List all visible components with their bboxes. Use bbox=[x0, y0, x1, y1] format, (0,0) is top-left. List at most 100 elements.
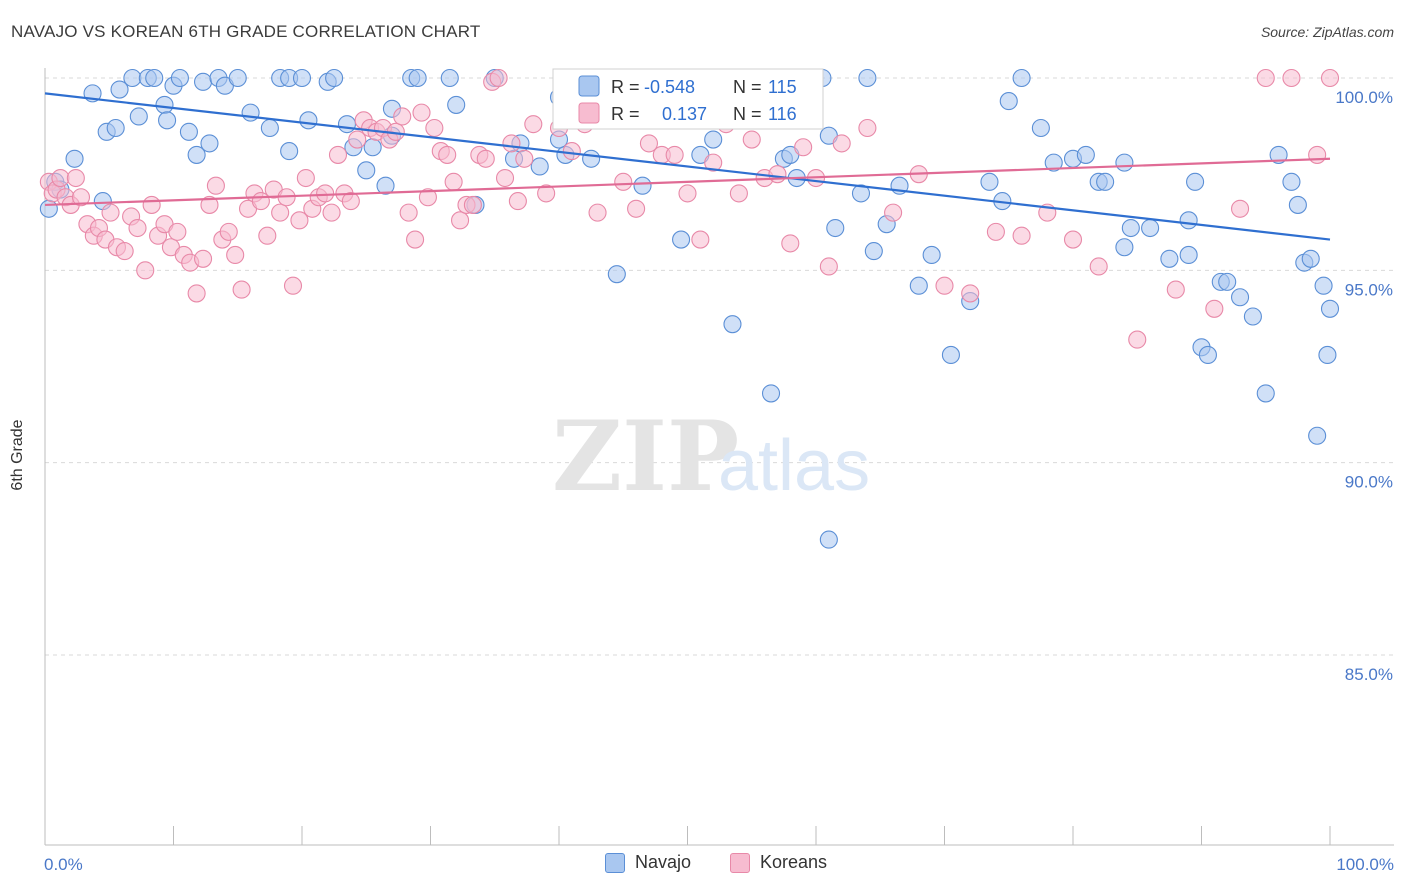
korean-point bbox=[665, 145, 684, 164]
zipatlas-watermark: ZIP atlas bbox=[552, 400, 870, 513]
navajo-point bbox=[1243, 307, 1262, 326]
korean-point bbox=[136, 261, 155, 280]
korean-point bbox=[328, 145, 348, 164]
korean-point bbox=[232, 280, 251, 299]
navajo-point bbox=[1218, 272, 1237, 291]
navajo-point bbox=[672, 230, 691, 249]
navajo-point bbox=[170, 68, 189, 88]
navajo-point bbox=[723, 315, 742, 334]
korean-point bbox=[200, 195, 219, 214]
korean-point bbox=[1128, 330, 1147, 349]
korean-point bbox=[1231, 199, 1250, 218]
korean-point bbox=[614, 172, 633, 191]
y-tick-label-85: 85.0% bbox=[1345, 665, 1393, 684]
korean-point bbox=[1012, 226, 1031, 245]
korean-point bbox=[226, 245, 245, 264]
navajo-point bbox=[1320, 299, 1340, 318]
korean-point bbox=[296, 168, 315, 188]
korean-point bbox=[508, 192, 527, 211]
navajo-r-value: -0.548 bbox=[644, 77, 695, 97]
korean-point bbox=[961, 284, 980, 303]
korean-trend-line bbox=[44, 157, 1331, 207]
korean-point bbox=[588, 203, 607, 222]
navajo-point bbox=[1179, 211, 1198, 230]
korean-point bbox=[51, 168, 70, 188]
legend-item-koreans[interactable]: Koreans bbox=[730, 852, 827, 873]
navajo-point bbox=[633, 176, 652, 195]
korean-point bbox=[794, 138, 813, 157]
korean-point bbox=[524, 115, 543, 134]
x-tick-label-min: 0.0% bbox=[44, 855, 83, 874]
korean-point bbox=[1089, 257, 1108, 276]
trend-lines bbox=[44, 92, 1331, 241]
korean-point bbox=[832, 134, 851, 153]
korean-point bbox=[206, 176, 225, 195]
navajo-point bbox=[155, 95, 174, 114]
legend-item-navajo[interactable]: Navajo bbox=[605, 852, 691, 873]
korean-r-label: R = bbox=[611, 104, 640, 124]
navajo-point bbox=[1318, 345, 1337, 365]
korean-point bbox=[678, 184, 697, 203]
navajo-point bbox=[1141, 218, 1160, 238]
navajo-point bbox=[1198, 345, 1217, 365]
korean-point bbox=[639, 134, 659, 153]
navajo-point bbox=[447, 95, 466, 114]
navajo-point bbox=[826, 218, 845, 238]
korean-point bbox=[858, 118, 877, 138]
navajo-n-value: 115 bbox=[768, 77, 797, 97]
navajo-point bbox=[1044, 153, 1063, 172]
navajo-point bbox=[980, 172, 999, 191]
korean-point bbox=[290, 211, 309, 230]
korean-point bbox=[742, 130, 761, 149]
korean-point bbox=[142, 195, 161, 214]
korean-point bbox=[1308, 145, 1327, 164]
koreans-swatch bbox=[730, 852, 750, 873]
navajo-point bbox=[922, 245, 941, 264]
korean-point bbox=[341, 192, 360, 211]
navajo-point bbox=[1269, 145, 1288, 164]
korean-point bbox=[768, 165, 787, 184]
navajo-point bbox=[179, 122, 198, 141]
y-tick-label-100: 100.0% bbox=[1335, 88, 1393, 107]
navajo-point bbox=[704, 130, 723, 149]
navajo-point bbox=[65, 149, 84, 168]
korean-point bbox=[425, 118, 444, 138]
navajo-point bbox=[1160, 249, 1179, 268]
korean-point bbox=[986, 222, 1005, 241]
korean-point bbox=[451, 211, 470, 230]
korean-point bbox=[128, 218, 147, 238]
navajo-point bbox=[106, 118, 125, 138]
korean-point bbox=[71, 188, 91, 207]
navajo-point bbox=[851, 184, 871, 203]
y-tick-labels: 100.0% 95.0% 90.0% 85.0% bbox=[1335, 88, 1393, 684]
legend-swatch-navajo bbox=[578, 75, 600, 97]
legend-label-navajo: Navajo bbox=[635, 852, 692, 872]
korean-point bbox=[691, 230, 710, 249]
navajo-point bbox=[858, 68, 877, 88]
korean-point bbox=[502, 134, 521, 153]
korean-point bbox=[258, 226, 277, 245]
navajo-point bbox=[1256, 384, 1275, 403]
korean-point bbox=[935, 276, 954, 295]
korean-point bbox=[884, 203, 903, 222]
navajo-swatch bbox=[605, 852, 625, 873]
korean-point bbox=[219, 222, 238, 241]
navajo-point bbox=[440, 68, 459, 88]
navajo-point bbox=[1031, 118, 1050, 138]
stats-legend: R = -0.548 N = 115 R = 0.137 N = 116 bbox=[552, 68, 824, 130]
korean-point bbox=[438, 145, 457, 164]
watermark-zip: ZIP bbox=[552, 400, 739, 513]
navajo-r-label: R = bbox=[611, 77, 640, 97]
navajo-point bbox=[337, 115, 357, 134]
korean-point bbox=[399, 203, 418, 222]
navajo-point bbox=[200, 134, 219, 153]
navajo-point bbox=[123, 68, 142, 88]
navajo-point bbox=[1115, 238, 1134, 257]
navajo-point bbox=[299, 111, 318, 130]
korean-points bbox=[39, 68, 1340, 349]
korean-point bbox=[627, 199, 646, 218]
korean-point bbox=[418, 188, 437, 207]
korean-point bbox=[283, 276, 303, 295]
x-tick-label-max: 100.0% bbox=[1336, 855, 1394, 874]
korean-point bbox=[101, 203, 120, 222]
